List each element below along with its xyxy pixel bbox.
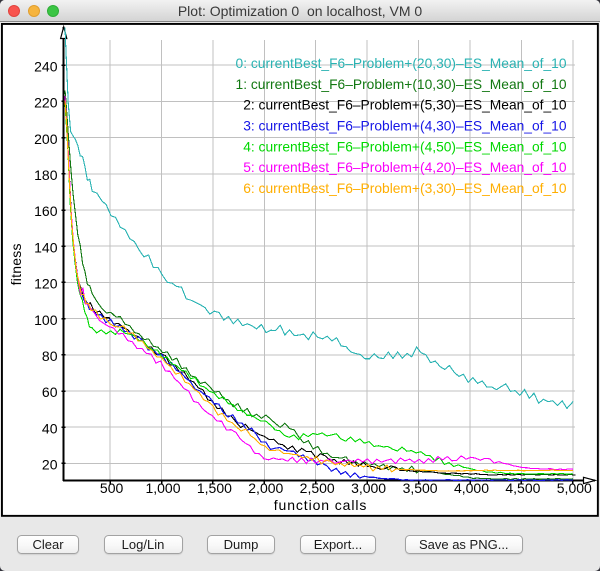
- svg-text:1,500: 1,500: [197, 480, 232, 496]
- svg-text:80: 80: [42, 348, 58, 364]
- svg-text:20: 20: [42, 457, 58, 473]
- svg-text:1: currentBest_F6–Problem+(10,: 1: currentBest_F6–Problem+(10,30)–ES_Mea…: [236, 77, 567, 92]
- svg-text:4: currentBest_F6–Problem+(4,5: 4: currentBest_F6–Problem+(4,50)–ES_Mean…: [243, 139, 567, 154]
- svg-text:0: currentBest_F6–Problem+(20,: 0: currentBest_F6–Problem+(20,30)–ES_Mea…: [236, 56, 567, 71]
- svg-text:40: 40: [42, 420, 58, 436]
- svg-text:2,500: 2,500: [300, 480, 335, 496]
- svg-text:500: 500: [100, 480, 124, 496]
- svg-text:2: currentBest_F6–Problem+(5,3: 2: currentBest_F6–Problem+(5,30)–ES_Mean…: [243, 98, 567, 113]
- svg-text:5: currentBest_F6–Problem+(4,2: 5: currentBest_F6–Problem+(4,20)–ES_Mean…: [243, 160, 567, 175]
- svg-text:3: currentBest_F6–Problem+(4,3: 3: currentBest_F6–Problem+(4,30)–ES_Mean…: [243, 119, 567, 134]
- svg-text:220: 220: [34, 95, 58, 111]
- svg-text:5,000: 5,000: [557, 480, 592, 496]
- svg-text:100: 100: [34, 312, 58, 328]
- svg-text:4,500: 4,500: [505, 480, 540, 496]
- svg-text:60: 60: [42, 384, 58, 400]
- svg-text:120: 120: [34, 276, 58, 292]
- svg-text:160: 160: [34, 203, 58, 219]
- svg-text:3,500: 3,500: [403, 480, 438, 496]
- svg-text:180: 180: [34, 167, 58, 183]
- svg-text:3,000: 3,000: [351, 480, 386, 496]
- svg-text:4,000: 4,000: [454, 480, 489, 496]
- svg-text:function calls: function calls: [274, 497, 368, 513]
- svg-text:1,000: 1,000: [145, 480, 180, 496]
- svg-text:fitness: fitness: [8, 243, 24, 285]
- svg-text:2,000: 2,000: [248, 480, 283, 496]
- svg-text:240: 240: [34, 58, 58, 74]
- svg-text:6: currentBest_F6–Problem+(3,3: 6: currentBest_F6–Problem+(3,30)–ES_Mean…: [243, 181, 567, 196]
- svg-text:200: 200: [34, 131, 58, 147]
- svg-text:140: 140: [34, 239, 58, 255]
